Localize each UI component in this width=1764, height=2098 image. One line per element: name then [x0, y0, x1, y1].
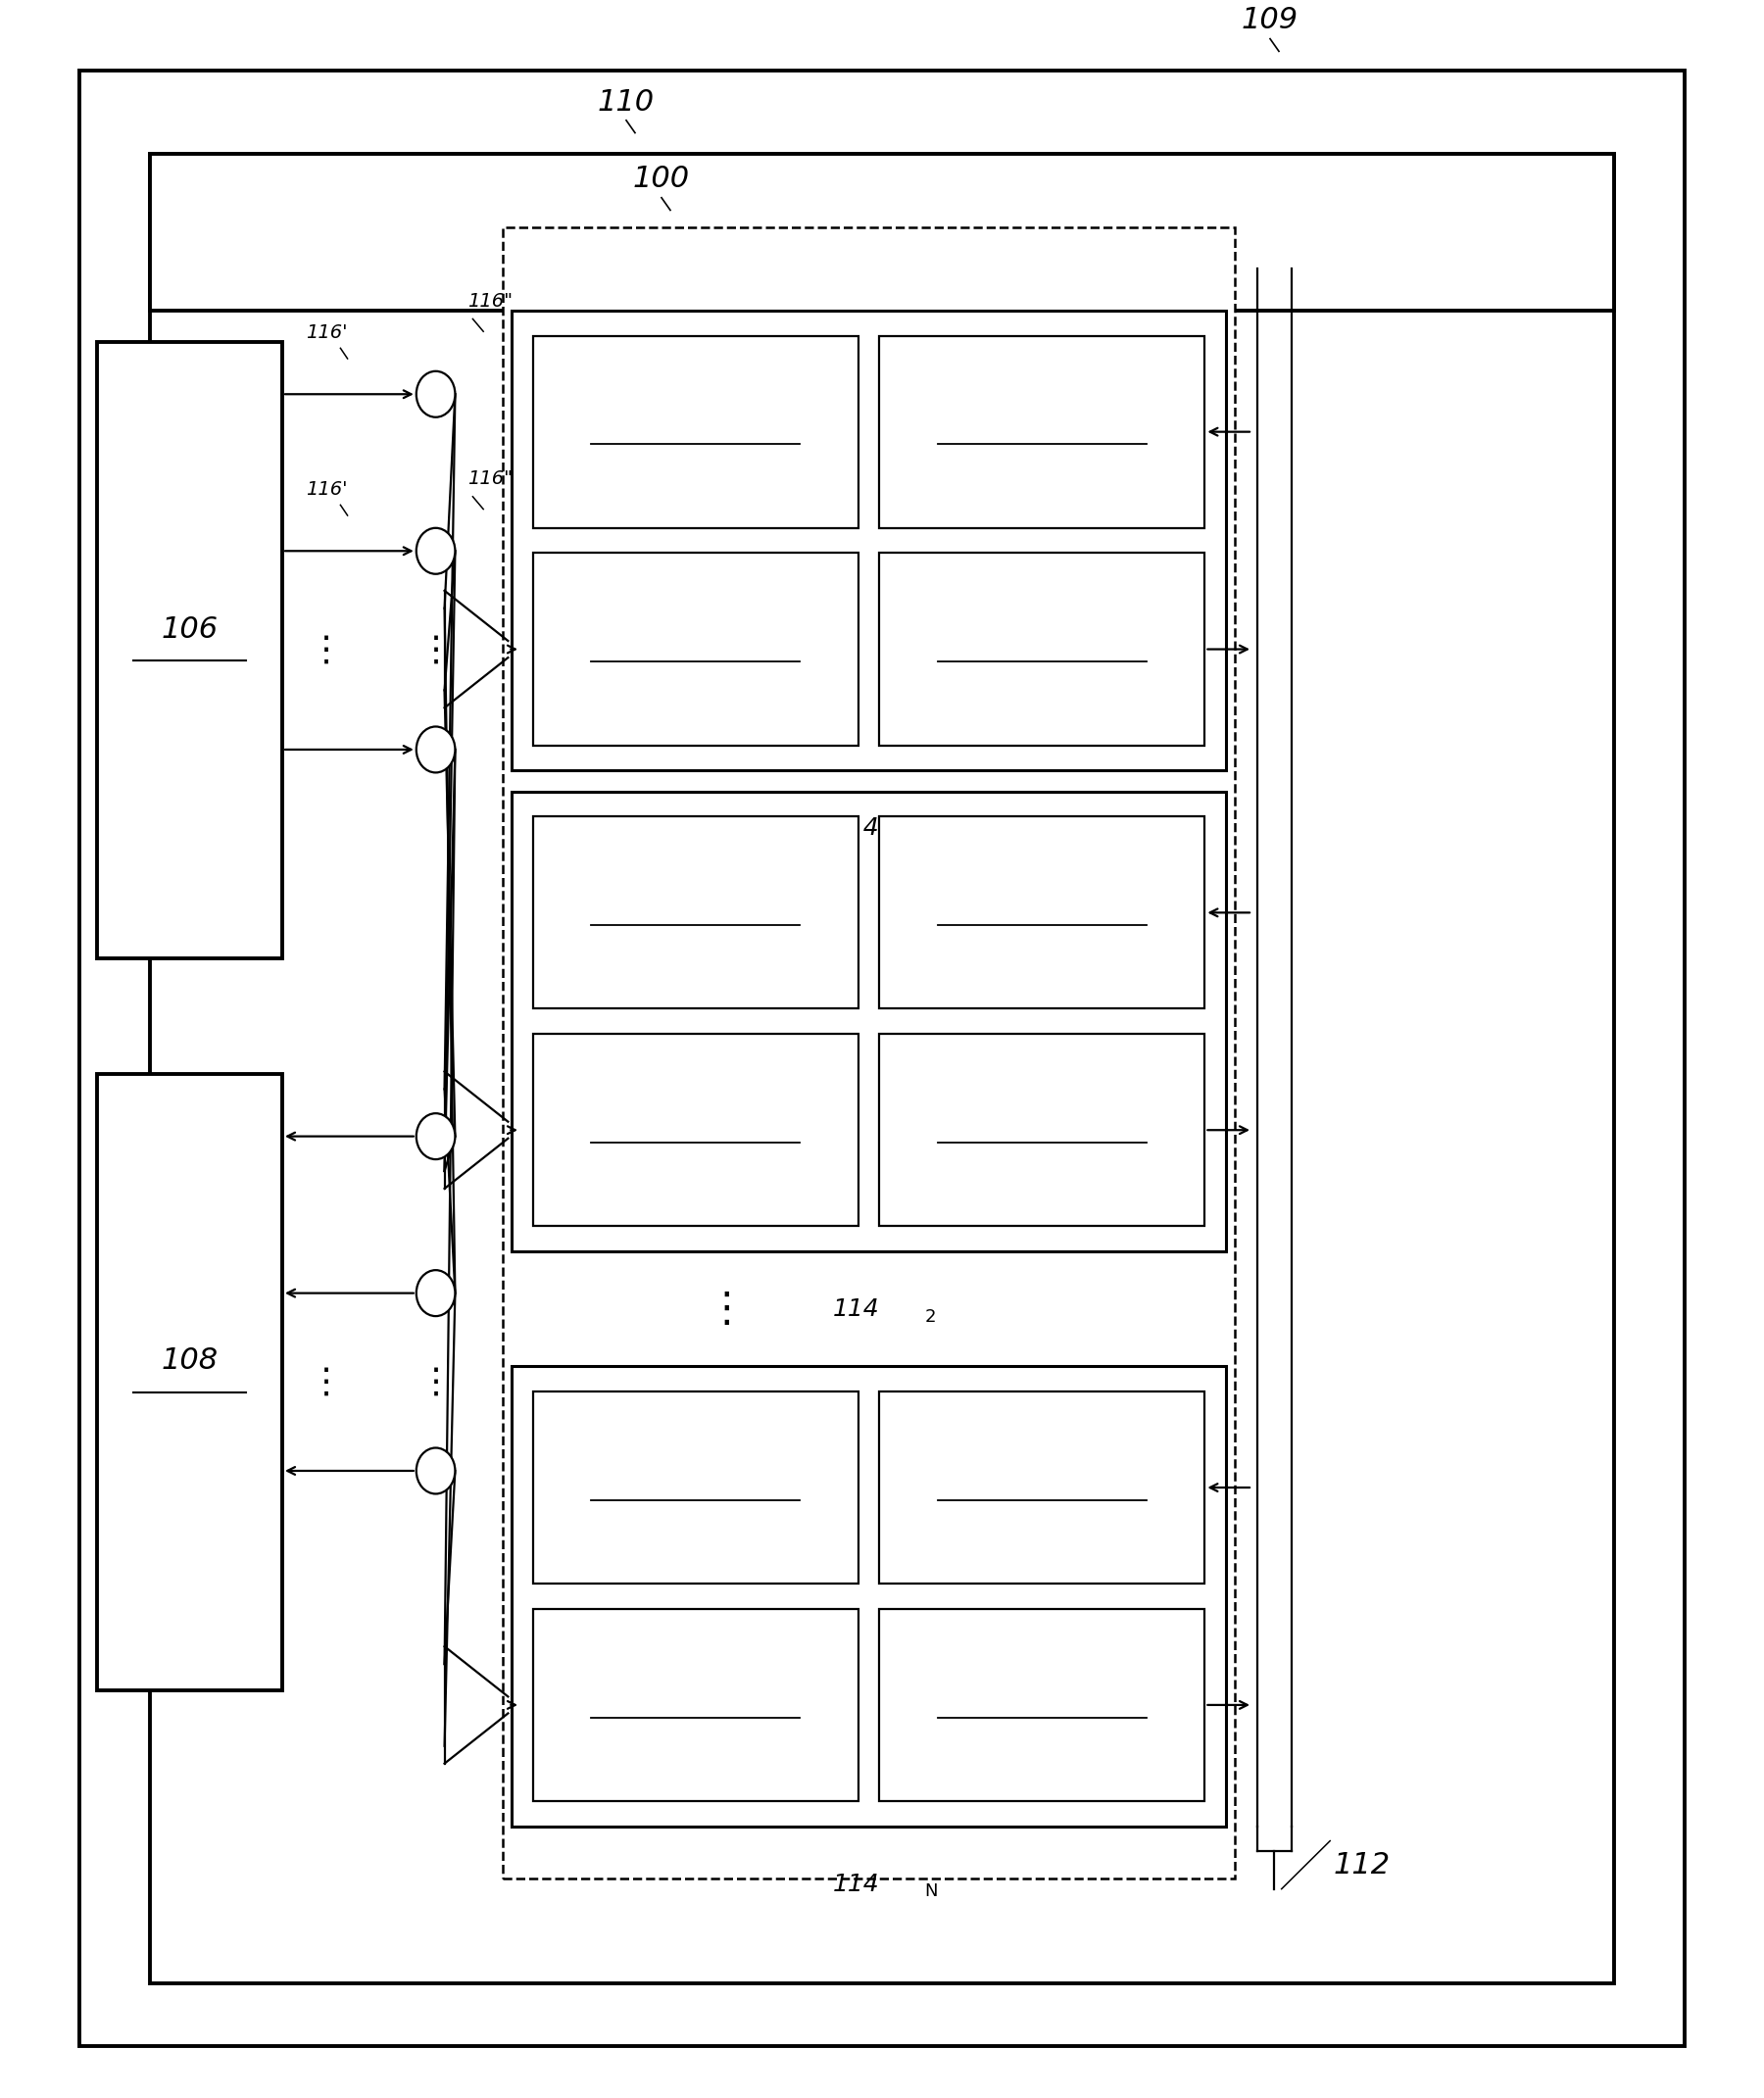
Text: 112: 112 [1334, 1850, 1390, 1880]
Text: 116": 116" [467, 470, 513, 489]
Text: 150: 150 [1020, 1462, 1065, 1487]
Text: ⋮: ⋮ [309, 1366, 344, 1399]
Circle shape [416, 1269, 455, 1315]
Text: 140: 140 [1020, 1106, 1065, 1129]
Text: ⋮: ⋮ [418, 634, 453, 667]
Bar [533, 1034, 859, 1225]
Text: 1: 1 [924, 827, 937, 845]
Bar [878, 1391, 1205, 1584]
Text: 116": 116" [467, 292, 513, 311]
Text: ⋮: ⋮ [706, 1288, 746, 1330]
Bar [150, 153, 1614, 1983]
Text: 116': 116' [305, 323, 348, 342]
Circle shape [416, 371, 455, 418]
Bar [503, 227, 1235, 1878]
Text: ⋮: ⋮ [418, 1366, 453, 1399]
Text: 114: 114 [833, 1871, 880, 1897]
Bar [533, 816, 859, 1009]
Bar [878, 1609, 1205, 1802]
Bar [97, 342, 282, 959]
Circle shape [416, 1448, 455, 1494]
Circle shape [416, 529, 455, 575]
Text: 116: 116 [672, 1680, 718, 1704]
Bar [512, 1366, 1226, 1825]
Bar [533, 336, 859, 529]
Bar [512, 791, 1226, 1250]
Text: 109: 109 [1242, 6, 1298, 34]
Bar [533, 1391, 859, 1584]
Text: 114: 114 [833, 816, 880, 839]
Circle shape [416, 726, 455, 772]
Text: 140: 140 [1020, 1680, 1065, 1704]
Text: 106: 106 [161, 615, 219, 644]
Text: 108: 108 [161, 1347, 219, 1376]
Text: 110: 110 [598, 88, 654, 115]
Text: N: N [924, 1882, 938, 1901]
Bar [150, 153, 1614, 311]
Bar [533, 1609, 859, 1802]
Bar [533, 554, 859, 745]
Text: 116: 116 [672, 625, 718, 648]
Text: 2: 2 [924, 1307, 937, 1326]
Bar [878, 554, 1205, 745]
Bar [878, 1034, 1205, 1225]
Text: 118: 118 [672, 1462, 718, 1487]
Text: 140: 140 [1020, 625, 1065, 648]
Text: 116': 116' [305, 480, 348, 499]
Bar [97, 1074, 282, 1691]
Text: 118: 118 [672, 887, 718, 913]
Text: 150: 150 [1020, 887, 1065, 913]
Bar [878, 336, 1205, 529]
Text: 116: 116 [672, 1106, 718, 1129]
Bar [512, 311, 1226, 770]
Text: 114: 114 [833, 1297, 880, 1322]
Text: 118: 118 [672, 407, 718, 430]
Text: ⋮: ⋮ [309, 634, 344, 667]
Circle shape [416, 1114, 455, 1160]
Text: 100: 100 [633, 166, 690, 193]
Bar [878, 816, 1205, 1009]
Text: 150: 150 [1020, 407, 1065, 430]
